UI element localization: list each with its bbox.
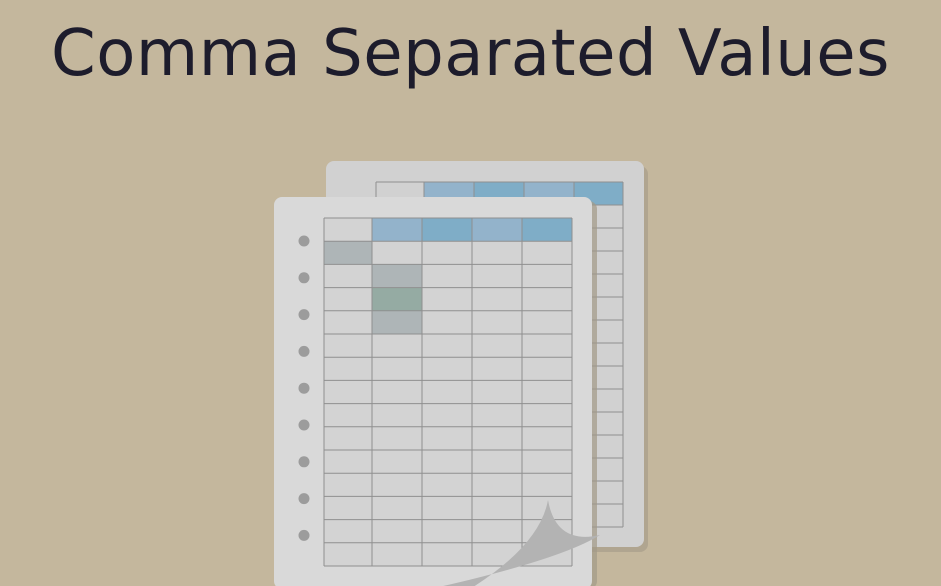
front-header-cell	[472, 218, 522, 242]
slide-title: Comma Separated Values	[51, 17, 890, 91]
highlight-cell	[372, 264, 422, 288]
binder-hole-icon	[298, 456, 310, 468]
binder-hole-icon	[298, 235, 310, 247]
highlight-cell	[324, 241, 372, 265]
highlight-cell	[372, 310, 422, 334]
front-header-cell	[522, 218, 572, 242]
binder-hole-icon	[298, 419, 310, 431]
front-header-cell	[422, 218, 472, 242]
page-curl-icon	[443, 500, 600, 586]
front-sheet	[274, 197, 600, 586]
binder-hole-icon	[298, 345, 310, 357]
front-cells-bg	[324, 218, 572, 566]
front-header-cell	[372, 218, 422, 242]
binder-hole-icon	[298, 309, 310, 321]
binder-hole-icon	[298, 493, 310, 505]
binder-hole-icon	[298, 529, 310, 541]
binder-hole-icon	[298, 272, 310, 284]
highlight-cell	[372, 287, 422, 311]
binder-hole-icon	[298, 382, 310, 394]
